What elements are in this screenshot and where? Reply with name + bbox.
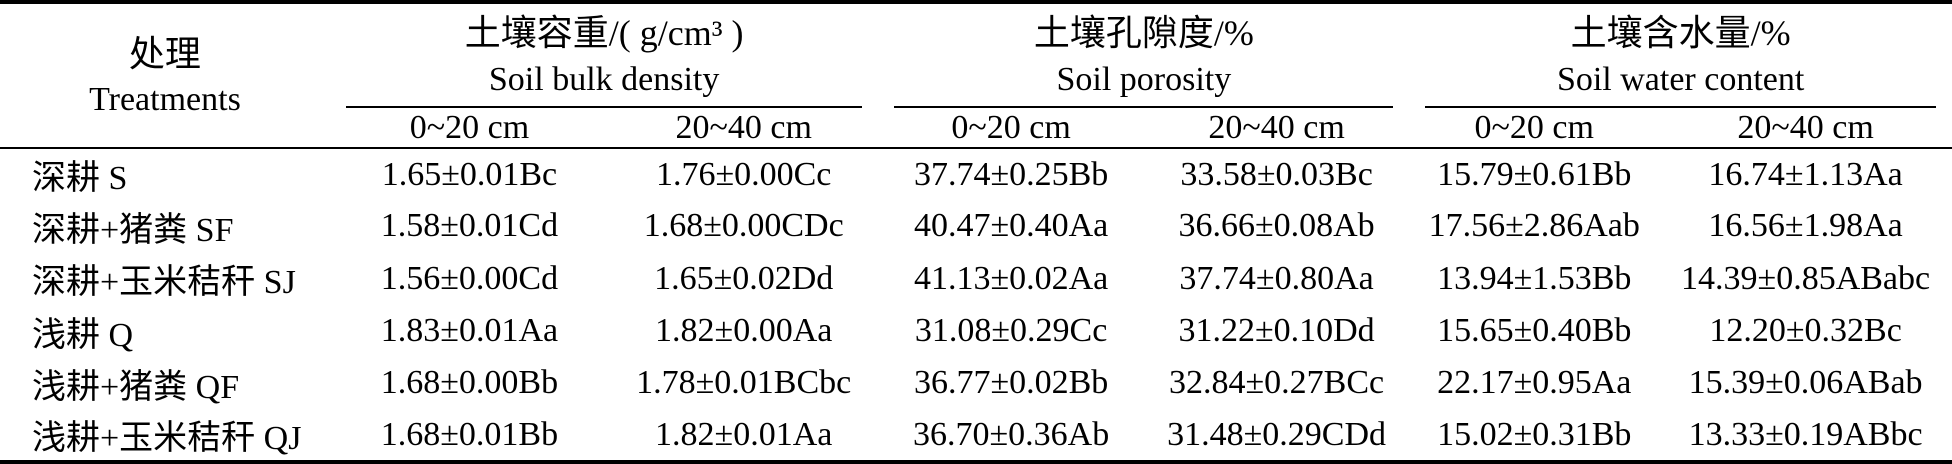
value-cell: 31.08±0.29Cc (914, 312, 1108, 350)
treatment-name: 浅耕 Q (32, 316, 134, 354)
value-cell: 12.20±0.32Bc (1709, 312, 1902, 350)
table-row: 浅耕+猪粪 QF 1.68±0.00Bb 1.78±0.01BCbc 36.77… (0, 357, 1952, 409)
value-cell: 15.02±0.31Bb (1437, 415, 1632, 453)
treatment-name: 浅耕+玉米秸秆 QJ (32, 420, 302, 458)
value-cell: 1.82±0.00Aa (655, 312, 833, 350)
value-cell: 1.56±0.00Cd (380, 259, 559, 297)
value-cell: 41.13±0.02Aa (913, 259, 1109, 297)
table-row: 深耕+猪粪 SF 1.58±0.01Cd 1.68±0.00CDc 40.47±… (0, 200, 1952, 252)
treatments-header-en: Treatments (89, 80, 241, 118)
value-cell: 15.39±0.06ABab (1688, 364, 1923, 402)
value-cell: 1.68±0.00CDc (643, 207, 844, 245)
treatment-name: 深耕 S (32, 160, 128, 198)
treatments-header-zh: 处理 (128, 33, 201, 74)
value-cell: 1.76±0.00Cc (655, 155, 832, 193)
value-cell: 40.47±0.40Aa (913, 207, 1109, 245)
value-cell: 14.39±0.85ABabc (1681, 259, 1931, 297)
value-cell: 17.56±2.86Aab (1428, 207, 1640, 245)
group-water-content-zh: 土壤含水量/% (1570, 13, 1791, 53)
table-row: 深耕 S 1.65±0.01Bc 1.76±0.00Cc 37.74±0.25B… (0, 148, 1952, 200)
value-cell: 32.84±0.27BCc (1169, 364, 1385, 402)
value-cell: 22.17±0.95Aa (1437, 364, 1632, 402)
value-cell: 1.82±0.01Aa (655, 415, 833, 453)
value-cell: 36.77±0.02Bb (913, 364, 1109, 402)
depth-header-wc-0-20: 0~20 cm (1409, 108, 1660, 149)
table-row: 浅耕+玉米秸秆 QJ 1.68±0.01Bb 1.82±0.01Aa 36.70… (0, 410, 1952, 462)
depth-header-bd-0-20: 0~20 cm (329, 108, 609, 149)
treatment-name: 深耕+玉米秸秆 SJ (32, 264, 296, 302)
value-cell: 13.94±1.53Bb (1437, 259, 1632, 297)
value-cell: 1.68±0.00Bb (380, 364, 559, 402)
value-cell: 15.65±0.40Bb (1437, 312, 1632, 350)
value-cell: 1.83±0.01Aa (380, 312, 559, 350)
value-cell: 1.65±0.01Bc (381, 155, 558, 193)
group-porosity-zh: 土壤孔隙度/% (1033, 13, 1254, 53)
group-porosity-en: Soil porosity (1056, 61, 1232, 98)
value-cell: 37.74±0.80Aa (1179, 259, 1374, 297)
table-row: 浅耕 Q 1.83±0.01Aa 1.82±0.00Aa 31.08±0.29C… (0, 305, 1952, 357)
table-row: 深耕+玉米秸秆 SJ 1.56±0.00Cd 1.65±0.02Dd 41.13… (0, 253, 1952, 305)
value-cell: 1.58±0.01Cd (380, 207, 559, 245)
value-cell: 37.74±0.25Bb (913, 155, 1109, 193)
depth-header-po-0-20: 0~20 cm (878, 108, 1144, 149)
depth-header-bd-20-40: 20~40 cm (609, 108, 879, 149)
group-header-soil-water-content: 土壤含水量/% Soil water content (1409, 2, 1952, 108)
group-header-soil-bulk-density: 土壤容重/( g/cm³ ) Soil bulk density (330, 2, 879, 108)
treatments-column-header: 处理 Treatments (0, 2, 330, 149)
value-cell: 33.58±0.03Bc (1180, 155, 1373, 193)
group-bulk-density-en: Soil bulk density (488, 61, 720, 98)
group-water-content-en: Soil water content (1556, 61, 1805, 98)
value-cell: 16.56±1.98Aa (1708, 207, 1903, 245)
treatment-name: 深耕+猪粪 SF (32, 211, 234, 249)
value-cell: 31.48±0.29CDd (1167, 415, 1387, 453)
treatment-name: 浅耕+猪粪 QF (32, 368, 240, 406)
value-cell: 36.66±0.08Ab (1178, 207, 1375, 245)
value-cell: 1.68±0.01Bb (380, 415, 559, 453)
value-cell: 36.70±0.36Ab (913, 415, 1110, 453)
value-cell: 31.22±0.10Dd (1178, 312, 1375, 350)
group-header-soil-porosity: 土壤孔隙度/% Soil porosity (878, 2, 1409, 108)
value-cell: 13.33±0.19ABbc (1688, 415, 1923, 453)
value-cell: 16.74±1.13Aa (1708, 155, 1903, 193)
depth-header-po-20-40: 20~40 cm (1143, 108, 1410, 149)
value-cell: 1.65±0.02Dd (654, 259, 834, 297)
value-cell: 15.79±0.61Bb (1437, 155, 1632, 193)
group-bulk-density-zh: 土壤容重/( g/cm³ ) (464, 13, 744, 53)
value-cell: 1.78±0.01BCbc (636, 364, 852, 402)
depth-header-wc-20-40: 20~40 cm (1659, 108, 1952, 149)
